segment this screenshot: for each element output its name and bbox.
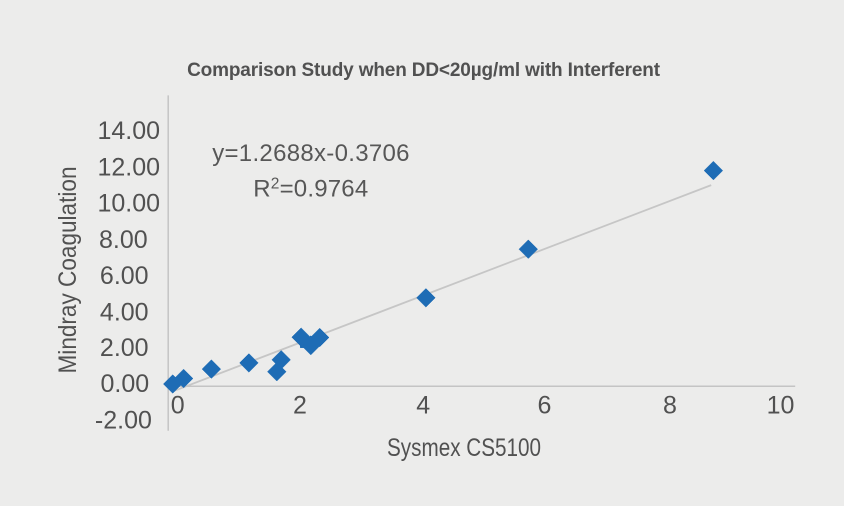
svg-text:6.00: 6.00 bbox=[100, 262, 149, 290]
svg-text:4.00: 4.00 bbox=[100, 299, 149, 327]
svg-text:12.00: 12.00 bbox=[97, 154, 160, 182]
svg-text:0.00: 0.00 bbox=[101, 370, 150, 398]
svg-text:6: 6 bbox=[537, 391, 551, 419]
svg-text:Sysmex CS5100: Sysmex CS5100 bbox=[387, 434, 541, 462]
svg-text:-2.00: -2.00 bbox=[95, 407, 152, 435]
svg-text:y=1.2688x-0.3706: y=1.2688x-0.3706 bbox=[212, 140, 410, 167]
svg-text:10.00: 10.00 bbox=[97, 190, 160, 218]
svg-text:2.00: 2.00 bbox=[100, 334, 149, 362]
svg-text:2: 2 bbox=[293, 391, 307, 419]
svg-text:8.00: 8.00 bbox=[99, 226, 148, 254]
svg-text:4: 4 bbox=[416, 391, 430, 419]
svg-text:0: 0 bbox=[171, 391, 185, 419]
svg-text:Comparison Study when DD<20µg/: Comparison Study when DD<20µg/ml with In… bbox=[187, 60, 661, 81]
svg-text:R2=0.9764: R2=0.9764 bbox=[253, 175, 368, 202]
svg-text:10: 10 bbox=[767, 391, 795, 419]
svg-text:Mindray Coagulation: Mindray Coagulation bbox=[54, 167, 82, 374]
svg-text:8: 8 bbox=[663, 391, 677, 419]
svg-text:14.00: 14.00 bbox=[97, 117, 160, 145]
